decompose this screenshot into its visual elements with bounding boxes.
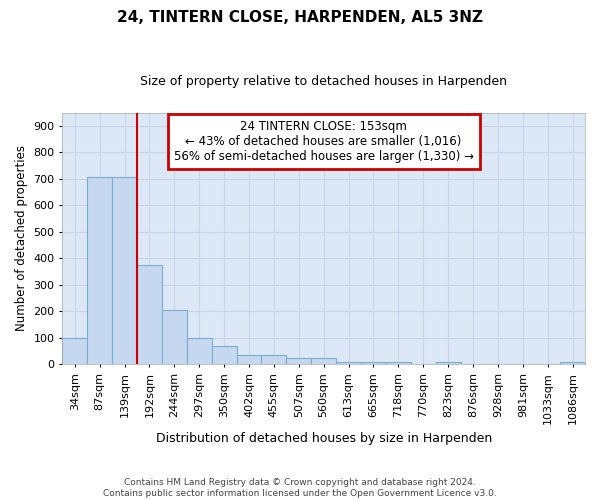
Bar (236, 355, 262, 364)
Text: 24 TINTERN CLOSE: 153sqm
← 43% of detached houses are smaller (1,016)
56% of sem: 24 TINTERN CLOSE: 153sqm ← 43% of detach… (173, 120, 473, 164)
Bar (386, 362, 411, 364)
Bar (212, 346, 236, 364)
Text: 24, TINTERN CLOSE, HARPENDEN, AL5 3NZ: 24, TINTERN CLOSE, HARPENDEN, AL5 3NZ (117, 10, 483, 25)
Title: Size of property relative to detached houses in Harpenden: Size of property relative to detached ho… (140, 75, 507, 88)
Bar (262, 355, 286, 364)
Bar (112, 177, 137, 364)
Bar (62, 338, 87, 364)
Bar (361, 362, 386, 364)
Y-axis label: Number of detached properties: Number of detached properties (15, 146, 28, 332)
X-axis label: Distribution of detached houses by size in Harpenden: Distribution of detached houses by size … (155, 432, 492, 445)
Bar (436, 362, 461, 364)
Bar (286, 358, 311, 364)
Bar (87, 177, 112, 364)
Bar (137, 266, 162, 364)
Bar (560, 362, 585, 364)
Bar (162, 310, 187, 364)
Text: Contains HM Land Registry data © Crown copyright and database right 2024.
Contai: Contains HM Land Registry data © Crown c… (103, 478, 497, 498)
Bar (187, 338, 212, 364)
Bar (311, 358, 336, 364)
Bar (336, 362, 361, 364)
